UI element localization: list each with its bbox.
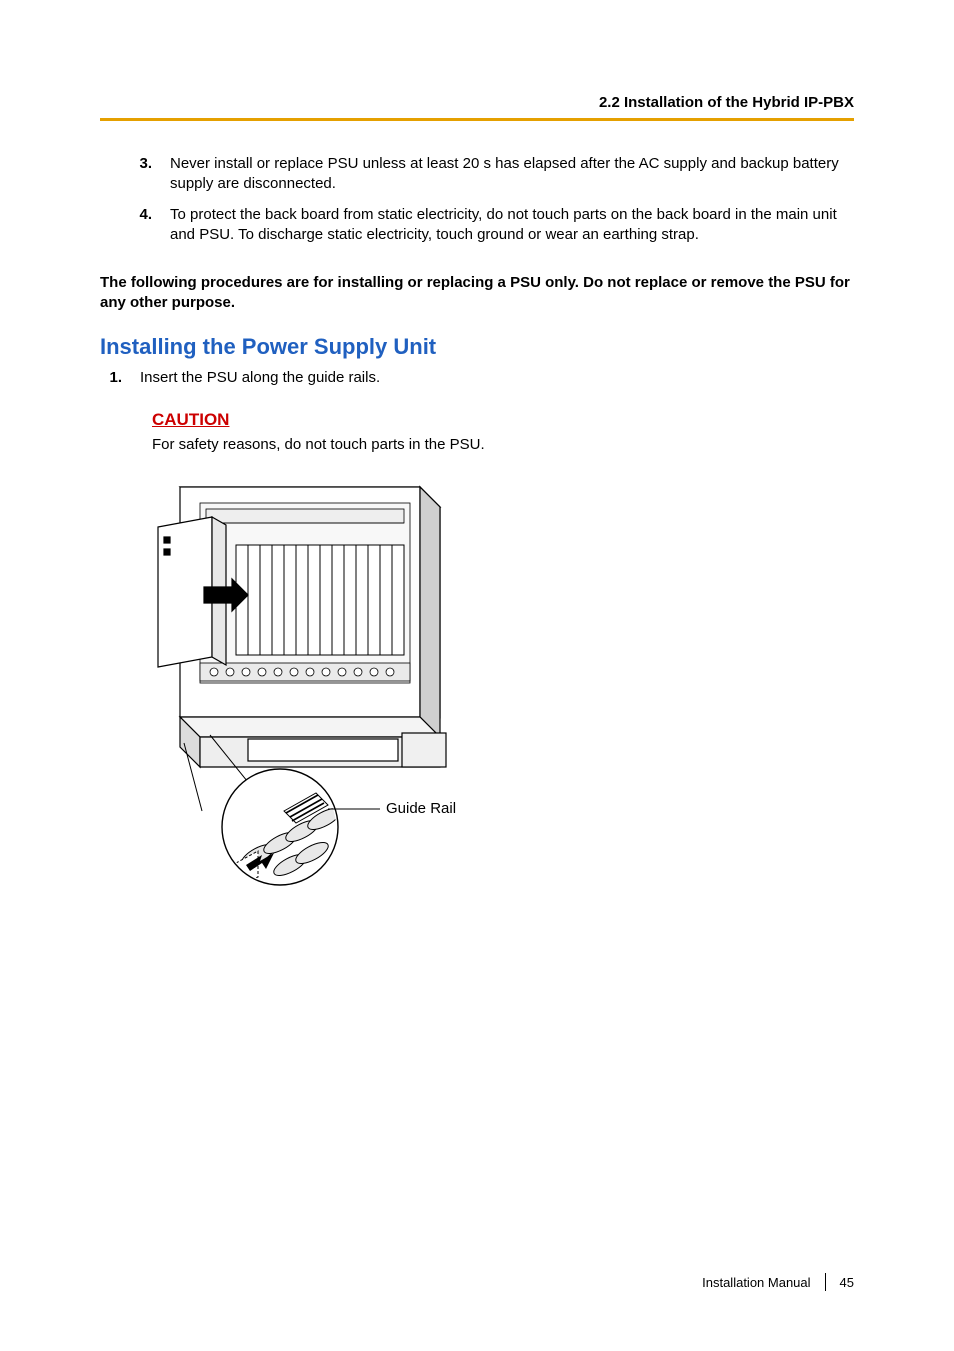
list-item-number: 3. — [100, 154, 170, 195]
psu-install-figure: Guide Rail — [140, 467, 854, 887]
footer-separator — [825, 1273, 826, 1291]
caution-text: For safety reasons, do not touch parts i… — [152, 436, 854, 453]
list-item-number: 4. — [100, 205, 170, 246]
figure-callout-label: Guide Rail — [386, 800, 456, 817]
list-item-text: Never install or replace PSU unless at l… — [170, 154, 854, 195]
footer-page-number: 45 — [840, 1275, 854, 1290]
header-rule — [100, 118, 854, 121]
list-item-text: Insert the PSU along the guide rails. — [140, 368, 854, 388]
section-heading: Installing the Power Supply Unit — [100, 334, 854, 360]
footer: Installation Manual 45 — [702, 1273, 854, 1291]
list-item-text: To protect the back board from static el… — [170, 205, 854, 246]
list-item-number: 1. — [100, 368, 140, 388]
header-section-label: 2.2 Installation of the Hybrid IP-PBX — [599, 94, 854, 111]
list-item: 3. Never install or replace PSU unless a… — [100, 154, 854, 195]
content-area: 3. Never install or replace PSU unless a… — [100, 154, 854, 887]
caution-heading: CAUTION — [152, 410, 854, 430]
list-item: 4. To protect the back board from static… — [100, 205, 854, 246]
list-item: 1. Insert the PSU along the guide rails. — [100, 368, 854, 388]
footer-doc-title: Installation Manual — [702, 1275, 810, 1290]
bold-note: The following procedures are for install… — [100, 273, 854, 314]
